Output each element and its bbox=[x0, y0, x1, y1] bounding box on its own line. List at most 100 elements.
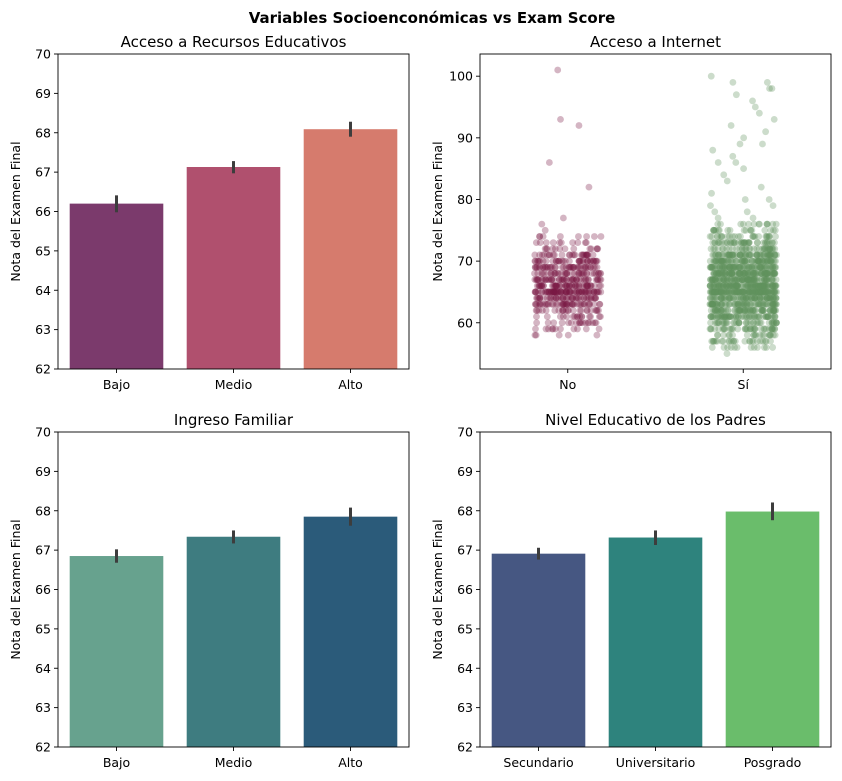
scatter-point bbox=[583, 251, 590, 259]
scatter-point bbox=[731, 270, 739, 277]
scatter-point bbox=[592, 319, 600, 327]
scatter-point bbox=[574, 263, 582, 271]
scatter-point bbox=[750, 331, 758, 339]
scatter-point bbox=[755, 313, 763, 321]
scatter-point bbox=[765, 288, 773, 296]
scatter-point bbox=[755, 288, 762, 296]
scatter-point bbox=[755, 245, 763, 253]
scatter-point bbox=[726, 313, 734, 321]
scatter-point bbox=[765, 294, 773, 302]
scatter-point bbox=[579, 251, 587, 259]
scatter-point bbox=[746, 288, 753, 296]
scatter-point bbox=[709, 146, 717, 154]
scatter-point bbox=[578, 313, 586, 321]
scatter-point bbox=[762, 276, 770, 284]
scatter-point bbox=[767, 282, 775, 290]
y-tick-label: 64 bbox=[35, 661, 51, 676]
scatter-point bbox=[583, 307, 591, 314]
scatter-point bbox=[584, 257, 591, 265]
scatter-point bbox=[716, 263, 724, 271]
scatter-point bbox=[542, 245, 550, 253]
scatter-point bbox=[734, 282, 742, 290]
scatter-point bbox=[747, 263, 755, 271]
scatter-point bbox=[769, 282, 777, 290]
scatter-point bbox=[558, 307, 566, 314]
scatter-point bbox=[735, 300, 743, 308]
scatter-point bbox=[584, 263, 592, 271]
scatter-point bbox=[531, 276, 539, 284]
scatter-point bbox=[765, 251, 773, 259]
scatter-point bbox=[579, 288, 587, 296]
scatter-point bbox=[733, 276, 741, 284]
scatter-point bbox=[723, 319, 731, 327]
scatter-point bbox=[730, 263, 738, 271]
scatter-point bbox=[565, 282, 573, 290]
scatter-point bbox=[542, 239, 550, 247]
scatter-point bbox=[711, 325, 719, 333]
scatter-point bbox=[711, 307, 719, 314]
scatter-point bbox=[735, 313, 742, 321]
scatter-point bbox=[577, 294, 585, 302]
scatter-point bbox=[759, 337, 767, 345]
scatter-point bbox=[731, 307, 739, 314]
scatter-point bbox=[725, 337, 733, 345]
scatter-point bbox=[709, 263, 716, 271]
scatter-point bbox=[706, 282, 714, 290]
scatter-point bbox=[763, 251, 771, 259]
scatter-point bbox=[595, 270, 602, 277]
scatter-point bbox=[586, 282, 594, 290]
scatter-point bbox=[731, 337, 739, 345]
scatter-point bbox=[765, 257, 773, 265]
scatter-point bbox=[772, 319, 780, 327]
scatter-point bbox=[709, 276, 717, 284]
scatter-point bbox=[709, 282, 717, 290]
scatter-point bbox=[766, 307, 774, 314]
scatter-point bbox=[765, 196, 773, 203]
scatter-point bbox=[727, 276, 735, 284]
scatter-point bbox=[710, 276, 717, 284]
scatter-point bbox=[538, 282, 546, 290]
scatter-point bbox=[582, 263, 589, 271]
scatter-point bbox=[764, 282, 771, 290]
scatter-point bbox=[743, 307, 751, 314]
scatter-point bbox=[751, 294, 758, 302]
scatter-point bbox=[531, 263, 539, 271]
scatter-point bbox=[720, 282, 727, 290]
scatter-point bbox=[559, 214, 567, 222]
scatter-point bbox=[722, 270, 730, 277]
scatter-point bbox=[772, 300, 780, 308]
scatter-point bbox=[721, 288, 729, 296]
scatter-point bbox=[763, 233, 771, 240]
scatter-point bbox=[550, 288, 558, 296]
scatter-point bbox=[729, 233, 736, 240]
scatter-point bbox=[743, 300, 751, 308]
scatter-point bbox=[726, 263, 734, 271]
scatter-point bbox=[753, 251, 761, 259]
scatter-point bbox=[749, 282, 757, 290]
scatter-point bbox=[765, 251, 773, 259]
scatter-point bbox=[550, 294, 558, 302]
scatter-point bbox=[552, 282, 559, 290]
scatter-point bbox=[732, 313, 740, 321]
scatter-point bbox=[770, 300, 777, 308]
scatter-point bbox=[768, 288, 775, 296]
scatter-point bbox=[771, 282, 779, 290]
scatter-point bbox=[764, 313, 772, 321]
scatter-point bbox=[544, 251, 551, 259]
scatter-point bbox=[724, 226, 732, 234]
scatter-point bbox=[712, 270, 720, 277]
scatter-point bbox=[750, 245, 758, 253]
scatter-point bbox=[568, 276, 576, 284]
scatter-point bbox=[715, 282, 722, 290]
scatter-point bbox=[763, 270, 771, 277]
scatter-point bbox=[546, 263, 554, 271]
scatter-point bbox=[580, 270, 588, 277]
scatter-point bbox=[564, 294, 572, 302]
y-tick-label: 68 bbox=[457, 503, 473, 518]
scatter-point bbox=[559, 307, 567, 314]
scatter-point bbox=[747, 319, 754, 327]
scatter-point bbox=[559, 307, 567, 314]
scatter-point bbox=[751, 294, 759, 302]
scatter-point bbox=[721, 313, 729, 321]
